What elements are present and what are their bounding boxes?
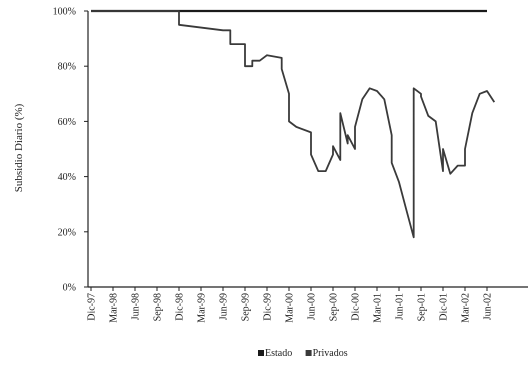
x-tick-label: Sep-99: [241, 293, 252, 321]
x-tick-label: Dic-97: [87, 293, 98, 321]
x-tick-label: Sep-01: [417, 293, 428, 321]
y-tick-label: 0%: [63, 283, 76, 294]
x-tick-label: Dic-01: [439, 293, 450, 321]
y-axis-ticks: 0% 20% 40% 60% 80% 100%: [53, 7, 88, 294]
x-tick-label: Mar-02: [461, 293, 472, 323]
y-axis-label: Subsidio Diario (%): [13, 103, 25, 192]
y-tick-label: 20%: [58, 227, 76, 238]
series-line-privados: [91, 10, 496, 239]
y-tick-label: 60%: [58, 117, 76, 128]
x-tick-label: Dic-00: [351, 293, 362, 321]
legend: Estado Privados: [258, 348, 348, 359]
x-tick-label: Sep-98: [153, 293, 164, 321]
x-tick-label: Sep-00: [329, 293, 340, 321]
legend-swatch-privados: [305, 350, 312, 356]
x-tick-label: Mar-01: [373, 293, 384, 323]
y-tick-label: 80%: [58, 62, 76, 73]
x-tick-label: Jun-00: [307, 293, 318, 320]
x-tick-label: Jun-99: [219, 293, 230, 320]
y-tick-label: 40%: [58, 172, 76, 183]
x-tick-label: Mar-98: [109, 293, 120, 323]
y-tick-label: 100%: [53, 7, 76, 18]
x-tick-label: Dic-99: [263, 293, 274, 321]
legend-label-estado: Estado: [265, 348, 292, 359]
x-tick-label: Mar-99: [197, 293, 208, 323]
legend-swatch-estado: [258, 350, 264, 356]
x-axis-ticks: Dic-97 Mar-98 Jun-98 Sep-98 Dic-98 Mar-99 Jun-…: [87, 287, 494, 323]
x-tick-label: Jun-98: [131, 293, 142, 320]
x-tick-label: Mar-00: [285, 293, 296, 323]
plot-area: [87, 9, 528, 288]
x-tick-label: Dic-98: [175, 293, 186, 321]
x-tick-label: Jun-02: [483, 293, 494, 320]
legend-label-privados: Privados: [313, 348, 348, 359]
x-tick-label: Jun-01: [395, 293, 406, 320]
